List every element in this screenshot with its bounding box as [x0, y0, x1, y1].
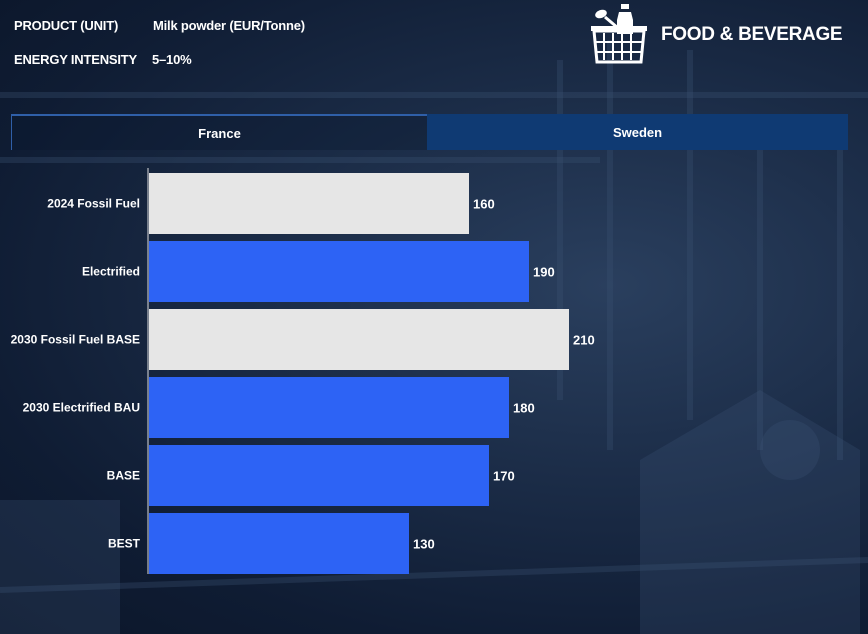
energy-intensity-value: 5–10% — [152, 52, 192, 67]
data-label: 190 — [533, 265, 555, 280]
bar[interactable] — [149, 377, 509, 438]
data-label: 160 — [473, 197, 495, 212]
sector-brand: FOOD & BEVERAGE — [588, 0, 858, 64]
category-label: BEST — [108, 537, 141, 551]
category-label: Electrified — [82, 265, 140, 279]
tab-sweden[interactable]: Sweden — [427, 114, 848, 150]
data-label: 210 — [573, 333, 595, 348]
data-label: 170 — [493, 469, 515, 484]
bar[interactable] — [149, 173, 469, 234]
tab-france[interactable]: France — [11, 114, 427, 150]
bar[interactable] — [149, 445, 489, 506]
bar[interactable] — [149, 241, 529, 302]
bar[interactable] — [149, 309, 569, 370]
bar[interactable] — [149, 513, 409, 574]
category-label: BASE — [107, 469, 140, 483]
product-value: Milk powder (EUR/Tonne) — [153, 18, 305, 33]
data-label: 130 — [413, 537, 435, 552]
grocery-basket-icon — [591, 4, 647, 64]
energy-intensity-label: ENERGY INTENSITY — [14, 52, 137, 67]
country-tabs: France Sweden — [11, 114, 848, 150]
sector-title: FOOD & BEVERAGE — [661, 24, 843, 45]
category-label: 2024 Fossil Fuel — [47, 197, 140, 211]
product-label: PRODUCT (UNIT) — [14, 18, 119, 33]
data-label: 180 — [513, 401, 535, 416]
category-label: 2030 Electrified BAU — [23, 401, 140, 415]
category-label: 2030 Fossil Fuel BASE — [11, 333, 140, 347]
